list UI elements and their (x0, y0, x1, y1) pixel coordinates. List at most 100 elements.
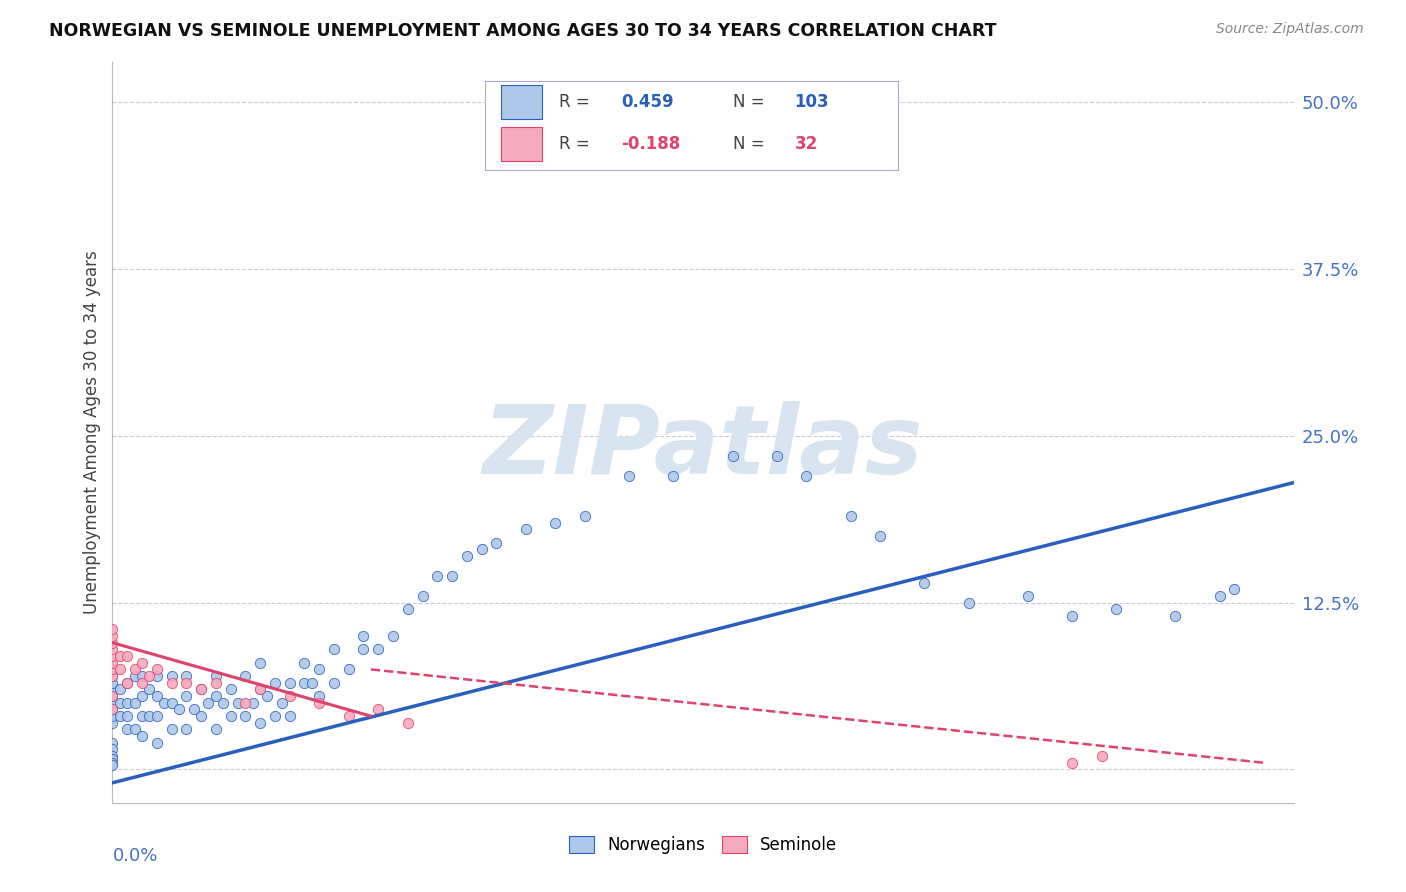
Point (456, 549, 478, 563)
Point (323, 642, 346, 657)
Point (101, 648, 124, 663)
Point (101, 656, 124, 670)
Point (233, 696, 256, 710)
Point (441, 569, 464, 583)
Point (1091, 749, 1114, 764)
Point (292, 656, 315, 670)
Point (183, 702, 205, 716)
Point (219, 709, 242, 723)
Point (205, 723, 228, 737)
Point (219, 682, 242, 697)
Point (131, 689, 153, 703)
Point (101, 742, 124, 756)
Point (117, 675, 138, 690)
Point (190, 682, 212, 697)
Point (574, 508, 596, 523)
Point (212, 696, 235, 710)
Point (131, 656, 153, 670)
Text: 0.0%: 0.0% (112, 847, 157, 865)
Point (174, 675, 197, 690)
Point (101, 758, 124, 772)
Point (249, 682, 271, 697)
Point (153, 696, 176, 710)
Point (138, 669, 160, 683)
Point (426, 569, 449, 583)
Point (146, 689, 169, 703)
Point (167, 702, 190, 716)
Point (108, 696, 131, 710)
Point (160, 669, 183, 683)
Point (249, 682, 271, 697)
Point (146, 709, 169, 723)
Point (197, 696, 219, 710)
Point (108, 709, 131, 723)
Point (292, 675, 315, 690)
Point (124, 723, 146, 737)
Point (544, 516, 567, 530)
Point (301, 675, 323, 690)
Point (101, 702, 124, 716)
Point (278, 709, 301, 723)
Point (108, 648, 131, 663)
Point (124, 696, 146, 710)
Point (367, 642, 389, 657)
Point (839, 508, 862, 523)
Point (1208, 589, 1232, 603)
Point (101, 689, 124, 703)
Point (249, 656, 271, 670)
Point (352, 629, 374, 643)
Point (233, 669, 256, 683)
Point (138, 682, 160, 697)
Point (131, 675, 153, 690)
Point (101, 669, 124, 683)
Point (308, 662, 330, 676)
Point (174, 669, 197, 683)
Point (101, 662, 124, 676)
Point (382, 629, 405, 643)
Point (278, 675, 301, 690)
Point (101, 756, 124, 770)
Point (796, 469, 818, 483)
Y-axis label: Unemployment Among Ages 30 to 34 years: Unemployment Among Ages 30 to 34 years (83, 251, 101, 615)
Text: NORWEGIAN VS SEMINOLE UNEMPLOYMENT AMONG AGES 30 TO 34 YEARS CORRELATION CHART: NORWEGIAN VS SEMINOLE UNEMPLOYMENT AMONG… (49, 22, 997, 40)
Point (278, 689, 301, 703)
Point (117, 648, 138, 663)
Point (117, 696, 138, 710)
Point (619, 469, 641, 483)
Point (226, 696, 249, 710)
Point (205, 675, 228, 690)
Point (101, 709, 124, 723)
Point (146, 662, 169, 676)
Point (124, 662, 146, 676)
Point (174, 689, 197, 703)
Point (174, 723, 197, 737)
Point (721, 449, 744, 463)
Point (124, 669, 146, 683)
Point (470, 542, 494, 557)
Point (242, 696, 264, 710)
Text: Source: ZipAtlas.com: Source: ZipAtlas.com (1216, 22, 1364, 37)
Point (662, 469, 685, 483)
Point (190, 682, 212, 697)
Point (1017, 589, 1039, 603)
Point (308, 689, 330, 703)
Point (233, 709, 256, 723)
Point (396, 602, 419, 616)
Point (869, 529, 891, 543)
Point (396, 715, 419, 730)
Point (117, 723, 138, 737)
Point (101, 642, 124, 657)
Point (271, 696, 294, 710)
Point (515, 522, 537, 536)
Point (101, 715, 124, 730)
Point (160, 675, 183, 690)
Point (1223, 582, 1246, 597)
Point (205, 669, 228, 683)
Point (117, 709, 138, 723)
Point (1062, 756, 1084, 770)
Point (101, 702, 124, 716)
Point (101, 662, 124, 676)
Point (146, 669, 169, 683)
Point (101, 689, 124, 703)
Point (337, 662, 360, 676)
